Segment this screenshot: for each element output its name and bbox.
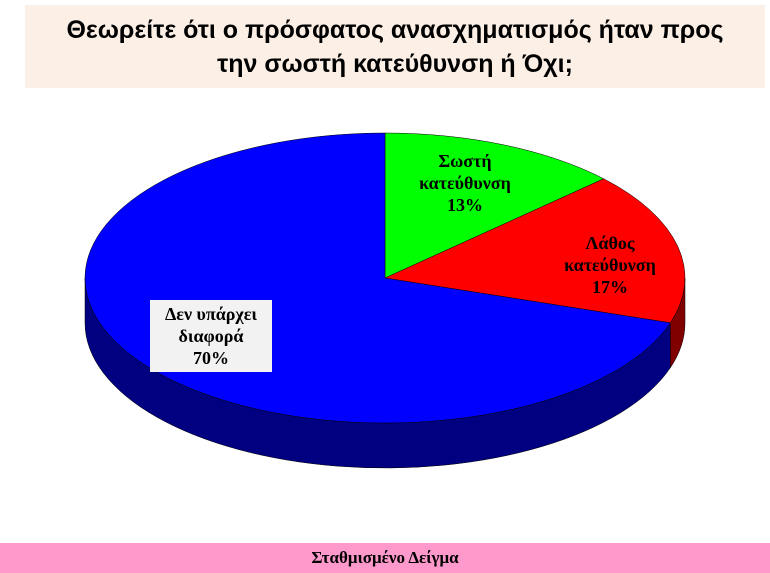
category-label: Δεν υπάρχει διαφορά	[165, 304, 257, 346]
data-label: Δεν υπάρχει διαφορά 70%	[150, 300, 272, 372]
category-label: Λάθος κατεύθυνση	[564, 233, 656, 275]
value-label: 13%	[447, 195, 483, 215]
pie-slice	[384, 178, 686, 324]
value-label: 70%	[193, 348, 229, 368]
value-label: 17%	[592, 277, 628, 297]
footer-note: Σταθμισμένο Δείγμα	[0, 543, 770, 573]
pie-slice	[384, 132, 605, 279]
data-label: Σωστή κατεύθυνση 13%	[405, 150, 525, 216]
chart-title: Θεωρείτε ότι ο πρόσφατος ανασχηματισμός …	[25, 5, 765, 88]
category-label: Σωστή κατεύθυνση	[419, 151, 511, 193]
data-label: Λάθος κατεύθυνση 17%	[545, 232, 675, 298]
